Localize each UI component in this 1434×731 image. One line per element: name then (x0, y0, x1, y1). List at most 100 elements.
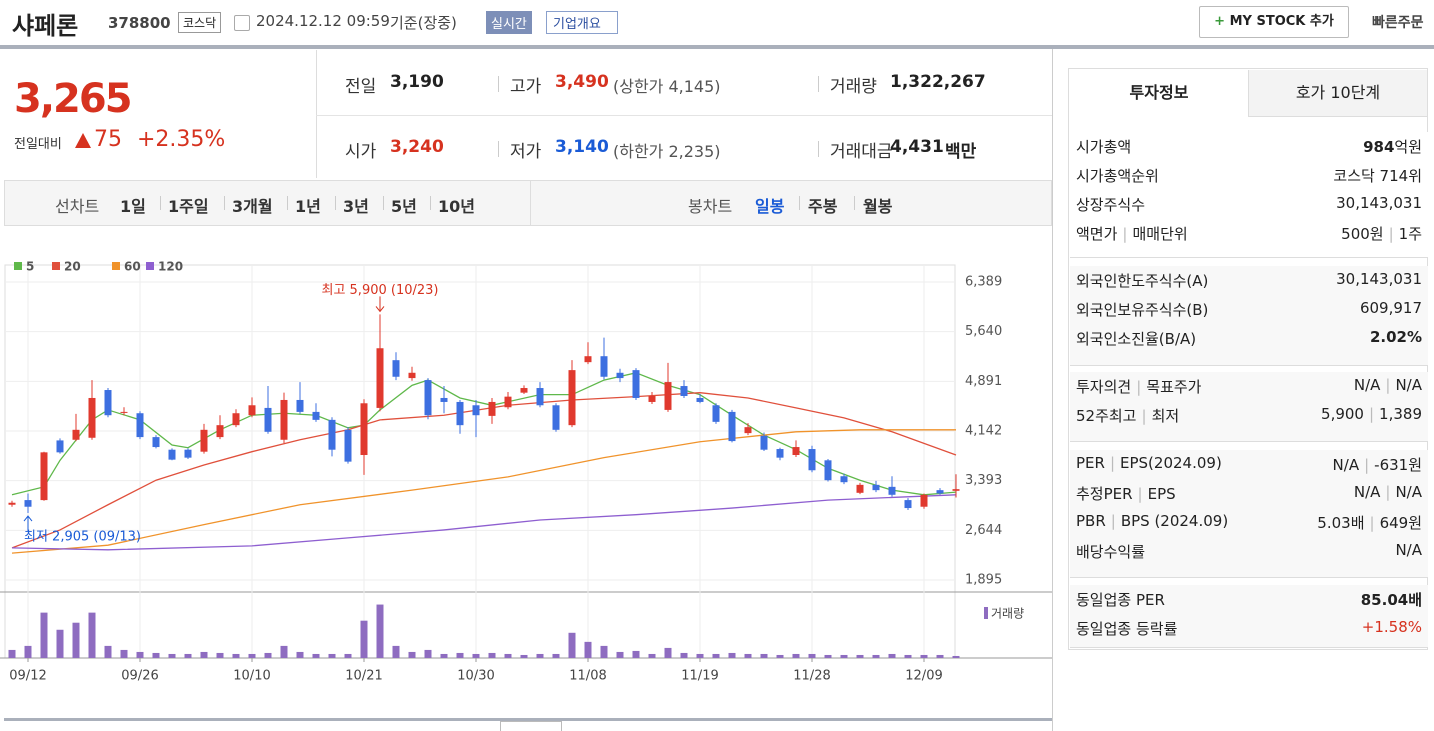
x-tick-label: 11/19 (681, 669, 718, 684)
volume-bar (280, 645, 288, 658)
summary-value: 1,322,267 (890, 72, 986, 92)
volume-bar (120, 649, 128, 658)
volume-bar (56, 629, 64, 658)
volume-bar (312, 653, 320, 658)
moving-average (11, 429, 956, 554)
label-text: 외국인소진율(B/A) (1076, 330, 1197, 348)
info-label: 배당수익률 (1076, 541, 1145, 562)
separator: | (1137, 485, 1143, 503)
info-label: 외국인보유주식수(B) (1076, 299, 1208, 320)
candle-body (616, 372, 624, 379)
value-text: 1주 (1398, 225, 1422, 243)
annotation: 최저 2,905 (09/13) (24, 530, 141, 545)
summary-label: 거래대금 (830, 142, 893, 162)
value-unit: 억원 (1394, 138, 1422, 156)
y-tick-label: 6,389 (965, 275, 1002, 290)
mystock-button[interactable]: + MY STOCK 추가 (1199, 6, 1349, 38)
volume-bar (24, 645, 32, 658)
period-tab[interactable]: 일봉 (755, 197, 785, 216)
divider (498, 76, 499, 92)
period-tab[interactable]: 5년 (391, 197, 417, 216)
period-tab[interactable]: 월봉 (863, 197, 893, 216)
panel-group (1070, 450, 1428, 578)
info-row: 동일업종 등락률 +1.58% (1076, 618, 1422, 639)
basis: 기준(장중) (390, 14, 457, 32)
expand-handle[interactable] (500, 721, 562, 731)
volume-bar (568, 632, 576, 658)
legend-swatch (52, 262, 60, 270)
x-tick-label: 11/08 (569, 669, 606, 684)
info-label: 외국인한도주식수(A) (1076, 270, 1208, 291)
value-text: 85.04배 (1360, 591, 1422, 609)
label-text: EPS(2024.09) (1120, 454, 1222, 472)
summary-label: 저가 (510, 142, 542, 162)
value-text: 5.03배 (1317, 514, 1365, 532)
realtime-button[interactable]: 실시간 (486, 11, 532, 34)
period-tab[interactable]: 1주일 (168, 197, 209, 216)
volume-bar (88, 612, 96, 658)
quick-order[interactable]: 빠른주문 (1372, 15, 1424, 31)
value-text: 30,143,031 (1336, 194, 1422, 212)
volume-bar (728, 652, 736, 658)
candle-body (936, 490, 944, 494)
info-label: PER | EPS(2024.09) (1076, 454, 1222, 475)
info-value: 500원 | 1주 (1341, 223, 1422, 244)
change-rate: +2.35% (137, 127, 226, 152)
bottom-rule (4, 718, 1052, 721)
y-tick-label: 4,142 (965, 424, 1002, 439)
candle-body (728, 411, 736, 442)
info-label: 투자의견 | 목표주가 (1076, 376, 1201, 397)
period-tab[interactable]: 1년 (295, 197, 321, 216)
separator: | (1110, 512, 1116, 530)
period-tab[interactable]: 10년 (438, 197, 475, 216)
volume-bar (408, 651, 416, 658)
divider (1052, 49, 1053, 731)
info-value: N/A | N/A (1354, 376, 1422, 397)
stock-name: 샤페론 (12, 12, 79, 40)
overview-button[interactable]: 기업개요 (546, 11, 618, 34)
info-row: 시가총액순위 코스닥 714위 (1076, 165, 1422, 186)
info-row: 추정PER | EPS N/A | N/A (1076, 483, 1422, 504)
info-row: 동일업종 PER 85.04배 (1076, 589, 1422, 610)
volume-bar (136, 651, 144, 658)
candle-body (536, 388, 544, 406)
candle-body (104, 390, 112, 416)
divider (224, 196, 225, 210)
label-text: PBR (1076, 512, 1106, 530)
info-value: 609,917 (1360, 299, 1422, 320)
panel-tab[interactable]: 투자정보 (1070, 70, 1248, 117)
volume-bar (616, 651, 624, 658)
separator: | (1136, 378, 1142, 396)
divider (383, 196, 384, 210)
label-text: 상장주식수 (1076, 196, 1146, 214)
volume-bar (8, 649, 16, 658)
candle-body (360, 403, 368, 456)
label-text: 외국인보유주식수(B) (1076, 301, 1209, 319)
annotation: 최고 5,900 (10/23) (321, 283, 438, 298)
info-value: 2.02% (1370, 328, 1422, 349)
divider (498, 141, 499, 157)
period-tab[interactable]: 3개월 (232, 197, 273, 216)
label-text: PER (1076, 454, 1105, 472)
value-text: -631원 (1374, 456, 1422, 474)
volume-bar (936, 654, 944, 658)
period-tab[interactable]: 1일 (120, 197, 146, 216)
period-tab[interactable]: 주봉 (808, 197, 838, 216)
candle-body (72, 429, 80, 440)
legend-label: 5 (26, 260, 34, 274)
value-text: 984 (1363, 138, 1395, 156)
separator: | (1122, 225, 1128, 243)
candle-body (392, 360, 400, 377)
panel-tab[interactable]: 호가 10단계 (1248, 70, 1427, 117)
period-tab[interactable]: 3년 (343, 197, 369, 216)
divider (818, 76, 819, 92)
tab-label: 선차트 (55, 197, 100, 216)
candle-body (280, 399, 288, 440)
value-text: N/A (1395, 541, 1422, 559)
y-tick-label: 5,640 (965, 324, 1002, 339)
tab-bar (4, 180, 1052, 226)
volume-bar (376, 604, 384, 658)
legend-label: 거래량 (991, 607, 1024, 621)
volume-bar (248, 653, 256, 658)
